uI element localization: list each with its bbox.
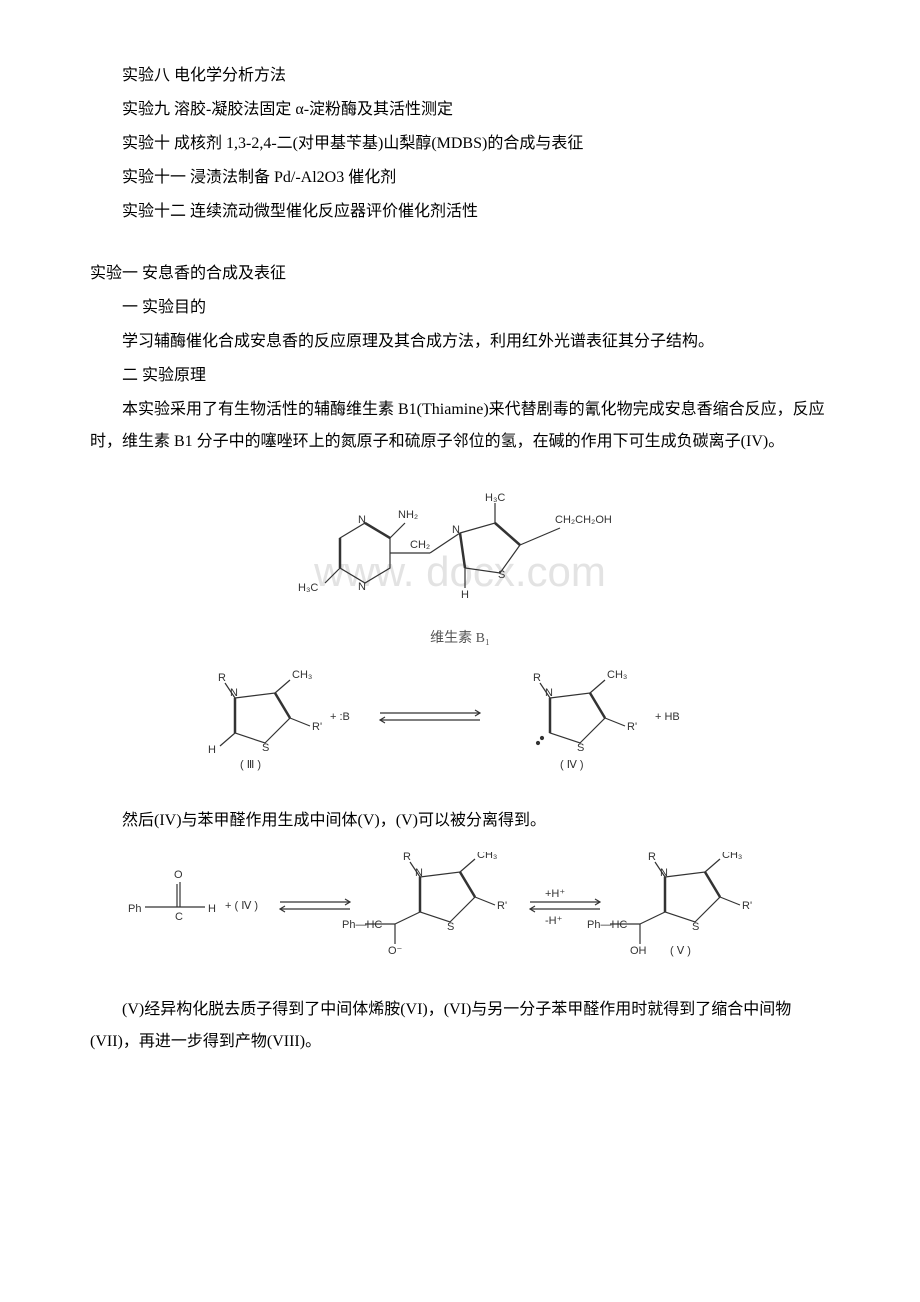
label-n: N (358, 514, 366, 526)
label-n: N (230, 687, 238, 699)
diagram-vitamin-b1: NH₂ CH₂ H₃C H₃C CH₂CH₂OH N N N S H 维生素 B… (90, 473, 830, 653)
diagram-caption: 维生素 B₁ (90, 625, 830, 653)
label-o: O (174, 869, 183, 881)
diagram-reaction-benzaldehyde: Ph O C H + ( Ⅳ ) R CH₃ N S R' Ph—HC O⁻ +… (90, 852, 830, 979)
label-ch2ch2oh: CH₂CH₂OH (555, 514, 612, 526)
paragraph: 然后(IV)与苯甲醛作用生成中间体(V)，(V)可以被分离得到。 (90, 805, 830, 837)
diagram-reaction-iii-iv: R CH₃ N S H R' ( Ⅲ ) + :B R CH₃ N S R' (… (90, 668, 830, 790)
page-content: 实验八 电化学分析方法 实验九 溶胶-凝胶法固定 α-淀粉酶及其活性测定 实验十… (90, 60, 830, 1058)
label-plus-hb: + HB (655, 711, 680, 723)
label-n: N (660, 867, 668, 879)
label-h: H (208, 744, 216, 756)
label-s: S (692, 921, 699, 933)
label-s: S (577, 742, 584, 754)
label-rprime: R' (627, 721, 637, 733)
label-r: R (533, 672, 541, 684)
label-iii: ( Ⅲ ) (240, 759, 261, 771)
toc-item: 实验九 溶胶-凝胶法固定 α-淀粉酶及其活性测定 (90, 94, 830, 126)
label-c: C (175, 911, 183, 923)
label-n: N (452, 524, 460, 536)
label-ph-hc: Ph—HC (342, 919, 382, 931)
label-plus-b: + :B (330, 711, 350, 723)
label-ch3: CH₃ (292, 669, 312, 681)
label-v: ( Ⅴ ) (670, 945, 691, 957)
label-iv: ( Ⅳ ) (560, 759, 584, 771)
label-rprime: R' (497, 900, 507, 912)
label-s: S (447, 921, 454, 933)
paragraph: (V)经异构化脱去质子得到了中间体烯胺(VI)，(VI)与另一分子苯甲醛作用时就… (90, 994, 830, 1058)
section-title: 实验一 安息香的合成及表征 (90, 258, 830, 290)
toc-item: 实验十 成核剂 1,3-2,4-二(对甲基苄基)山梨醇(MDBS)的合成与表征 (90, 128, 830, 160)
label-n: N (358, 581, 366, 593)
label-r: R (218, 672, 226, 684)
label-rprime: R' (312, 721, 322, 733)
label-r: R (403, 852, 411, 863)
toc-item: 实验十二 连续流动微型催化反应器评价催化剂活性 (90, 196, 830, 228)
label-s: S (262, 742, 269, 754)
label-s: S (498, 569, 505, 581)
subsection-title: 二 实验原理 (90, 360, 830, 392)
label-ominus: O⁻ (388, 945, 403, 957)
label-ch3: CH₃ (607, 669, 627, 681)
paragraph: 学习辅酶催化合成安息香的反应原理及其合成方法，利用红外光谱表征其分子结构。 (90, 326, 830, 358)
label-plus-iv: + ( Ⅳ ) (225, 900, 258, 912)
toc-item: 实验八 电化学分析方法 (90, 60, 830, 92)
label-n: N (545, 687, 553, 699)
label-oh: OH (630, 945, 647, 957)
subsection-title: 一 实验目的 (90, 292, 830, 324)
label-ch3: CH₃ (477, 852, 497, 861)
paragraph: 本实验采用了有生物活性的辅酶维生素 B1(Thiamine)来代替剧毒的氰化物完… (90, 394, 830, 458)
label-plush: +H⁺ (545, 888, 565, 900)
label-h: H (461, 589, 469, 601)
label-nh2: NH₂ (398, 509, 418, 521)
label-ph: Ph (128, 903, 141, 915)
label-ph-hc: Ph—HC (587, 919, 627, 931)
toc-item: 实验十一 浸渍法制备 Pd/-Al2O3 催化剂 (90, 162, 830, 194)
label-h3c-top: H₃C (485, 492, 505, 504)
label-h3c-left: H₃C (298, 582, 318, 594)
label-minush: -H⁺ (545, 915, 563, 927)
label-ch2: CH₂ (410, 539, 430, 551)
label-r: R (648, 852, 656, 863)
label-n: N (415, 867, 423, 879)
label-h: H (208, 903, 216, 915)
label-rprime: R' (742, 900, 752, 912)
label-ch3: CH₃ (722, 852, 742, 861)
